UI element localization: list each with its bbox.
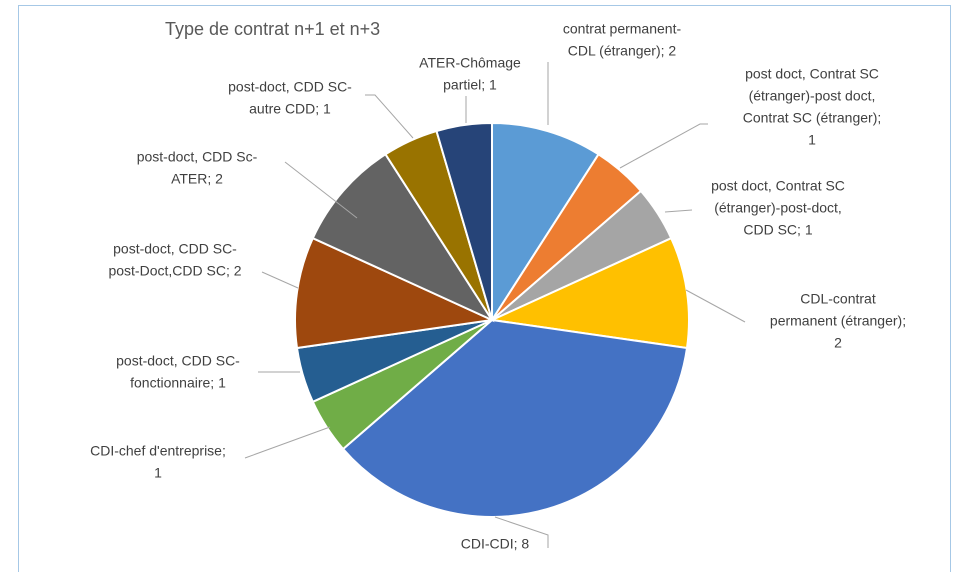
leader-line: [619, 123, 708, 169]
data-label: post-doct, CDD Sc-: [137, 149, 258, 165]
data-label: CDL-contrat: [800, 291, 876, 307]
data-label: CDL (étranger); 2: [568, 43, 677, 59]
leader-line: [685, 289, 746, 323]
data-label: CDI-CDI; 8: [461, 536, 530, 552]
data-label: 1: [808, 132, 816, 148]
leader-line: [261, 271, 299, 289]
data-label: permanent (étranger);: [770, 313, 906, 329]
data-label: (étranger)-post doct,: [749, 88, 876, 104]
data-label: Contrat SC (étranger);: [743, 110, 882, 126]
leader-line: [494, 516, 549, 548]
pie-slice: [294, 236, 496, 350]
chart-title: Type de contrat n+1 et n+3: [165, 19, 380, 39]
leader-line: [365, 94, 414, 139]
data-label: ATER-Chômage: [419, 55, 521, 71]
data-label: post-doct, CDD SC-: [113, 241, 237, 257]
data-label: (étranger)-post-doct,: [714, 200, 842, 216]
data-label: post-doct, CDD SC-: [116, 353, 240, 369]
leader-line: [284, 161, 358, 219]
data-label: 2: [834, 335, 842, 351]
pie-slice: [491, 121, 600, 324]
pie-slice: [341, 318, 689, 518]
pie-slice: [311, 152, 495, 323]
data-label: autre CDD; 1: [249, 101, 331, 117]
pie-slice: [488, 236, 690, 350]
leader-line: [244, 426, 331, 459]
data-label: CDI-chef d'entreprise;: [90, 443, 226, 459]
data-label: 1: [154, 465, 162, 481]
leader-line: [664, 209, 693, 213]
data-label: post-doct, CDD SC-: [228, 79, 352, 95]
data-label: CDD SC; 1: [743, 222, 812, 238]
data-label: partiel; 1: [443, 77, 497, 93]
data-label: post-Doct,CDD SC; 2: [108, 263, 241, 279]
data-label: fonctionnaire; 1: [130, 375, 226, 391]
data-label: post doct, Contrat SC: [711, 178, 845, 194]
data-label: post doct, Contrat SC: [745, 66, 879, 82]
data-label: ATER; 2: [171, 171, 223, 187]
pie-slice: [435, 121, 493, 321]
data-label: contrat permanent-: [563, 21, 682, 37]
